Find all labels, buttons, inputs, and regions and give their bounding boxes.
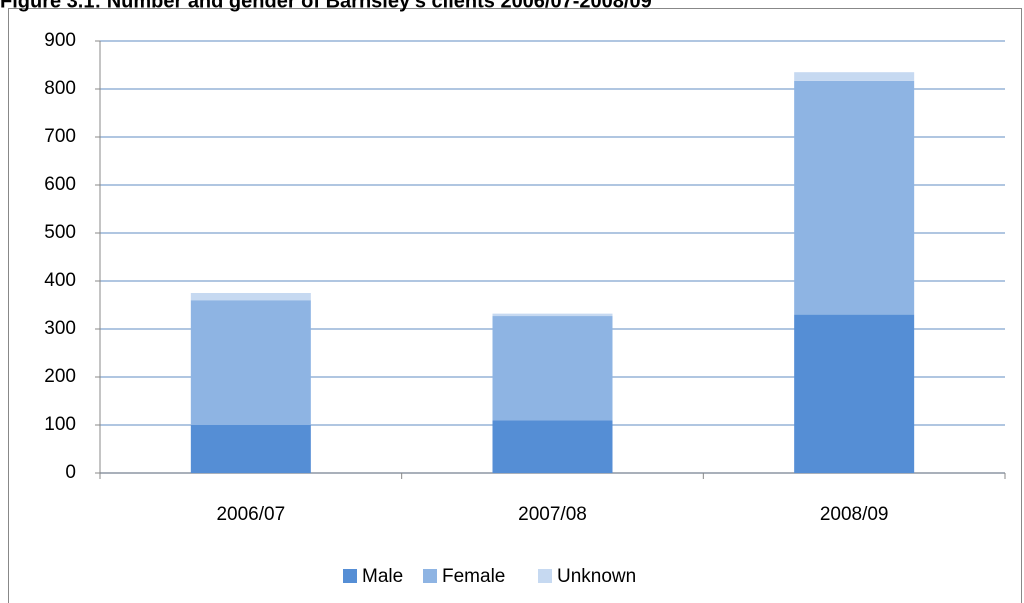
bar-segment [794,314,915,473]
bar-segment [492,316,613,421]
bar-segment [190,300,311,425]
bar-segment [794,80,915,315]
legend-label: Unknown [557,566,636,587]
legend-swatch [343,569,357,583]
x-tick-label: 2007/08 [518,504,587,525]
bar-segment [190,293,311,301]
bar-segment [794,72,915,81]
y-tick-label: 400 [44,270,76,291]
y-tick-label: 0 [65,462,76,483]
chart-frame [8,8,1022,603]
x-tick-label: 2008/09 [820,504,889,525]
x-tick-label: 2006/07 [216,504,285,525]
bar-segment [492,313,613,317]
chart-title: Figure 3.1: Number and gender of Barnsle… [0,0,652,12]
y-tick-label: 100 [44,414,76,435]
y-tick-label: 200 [44,366,76,387]
legend-swatch [423,569,437,583]
y-tick-label: 700 [44,126,76,147]
y-tick-label: 800 [44,78,76,99]
legend-swatch [538,569,552,583]
legend-label: Female [442,566,505,587]
bar-segment [190,425,311,473]
y-tick-label: 300 [44,318,76,339]
bar-segment [492,420,613,473]
y-tick-label: 500 [44,222,76,243]
y-tick-label: 600 [44,174,76,195]
y-tick-label: 900 [44,30,76,51]
legend-label: Male [362,566,403,587]
